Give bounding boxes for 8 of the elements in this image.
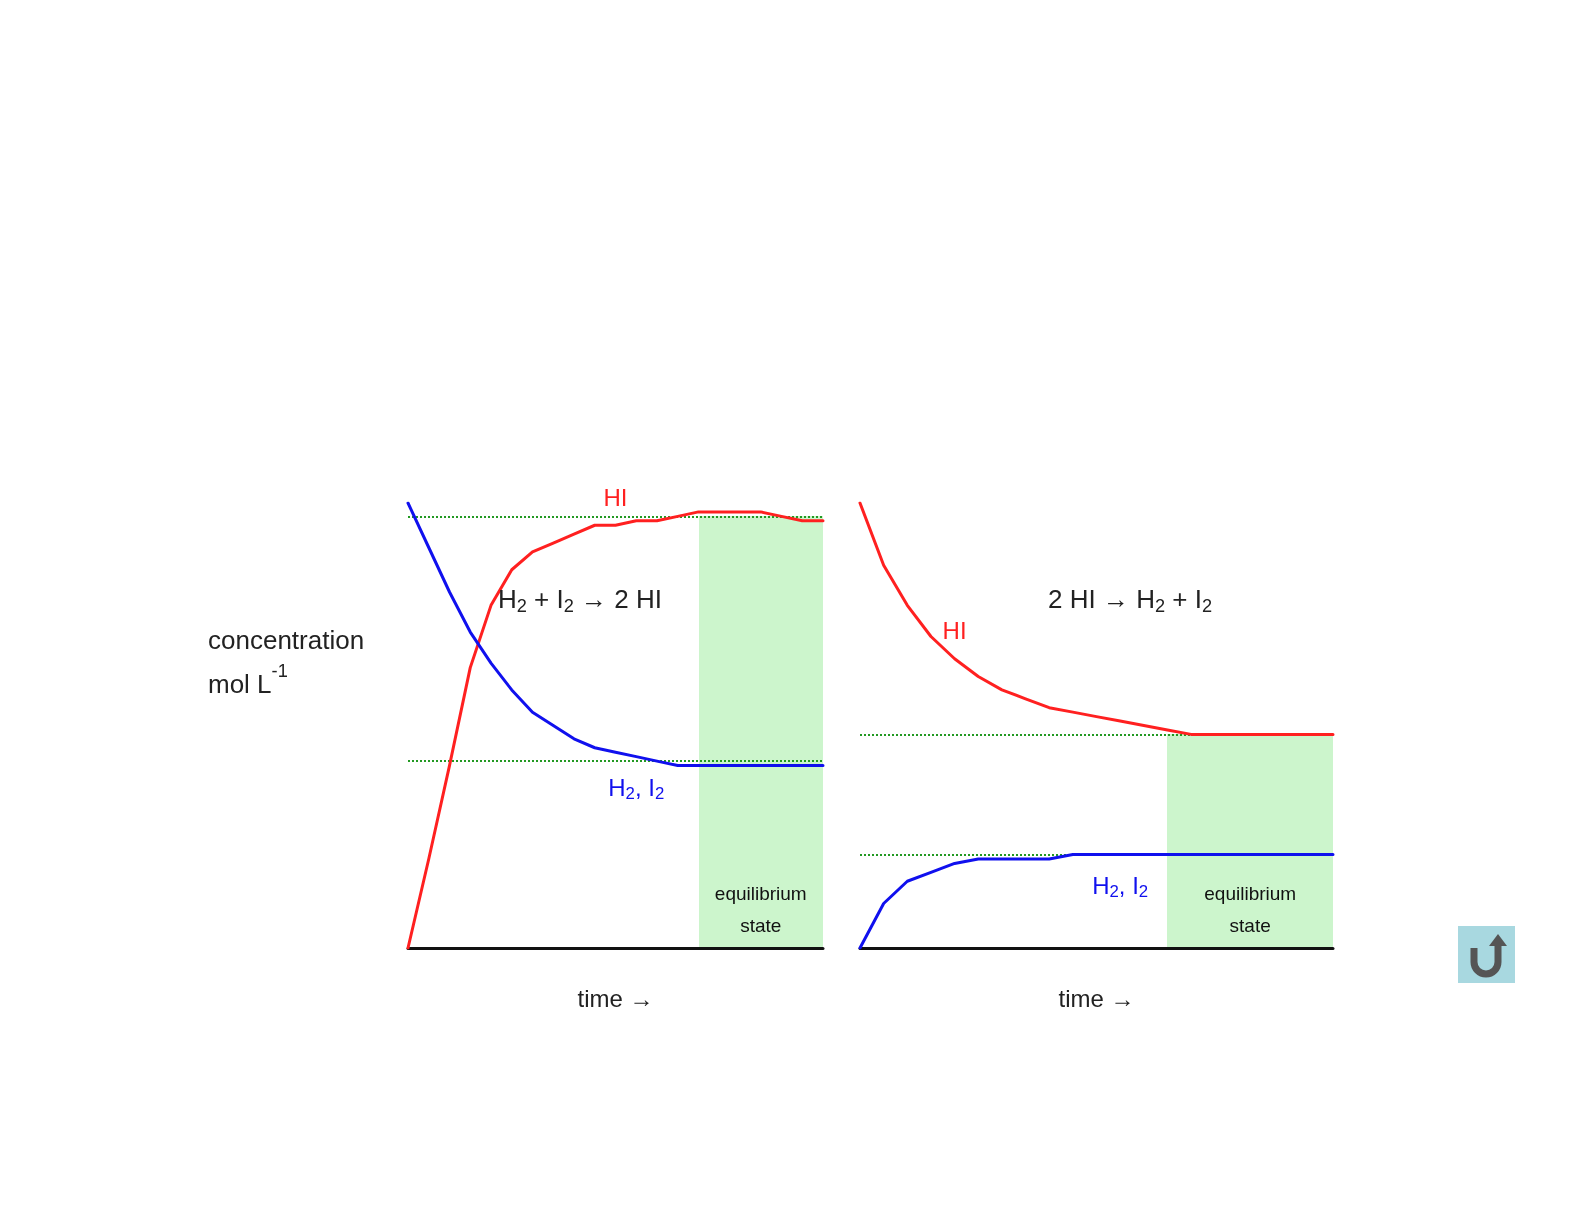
x-axis-title: time →	[1058, 984, 1135, 1012]
annotation: equilibrium state	[713, 882, 808, 938]
annotation: equilibrium state	[1203, 882, 1298, 938]
series-label: HI	[942, 617, 967, 645]
x-axis-title: time →	[577, 984, 654, 1012]
shaded-region: equilibrium state	[698, 516, 823, 948]
series-label: HI	[603, 483, 628, 511]
shaded-region: equilibrium state	[1167, 734, 1333, 948]
